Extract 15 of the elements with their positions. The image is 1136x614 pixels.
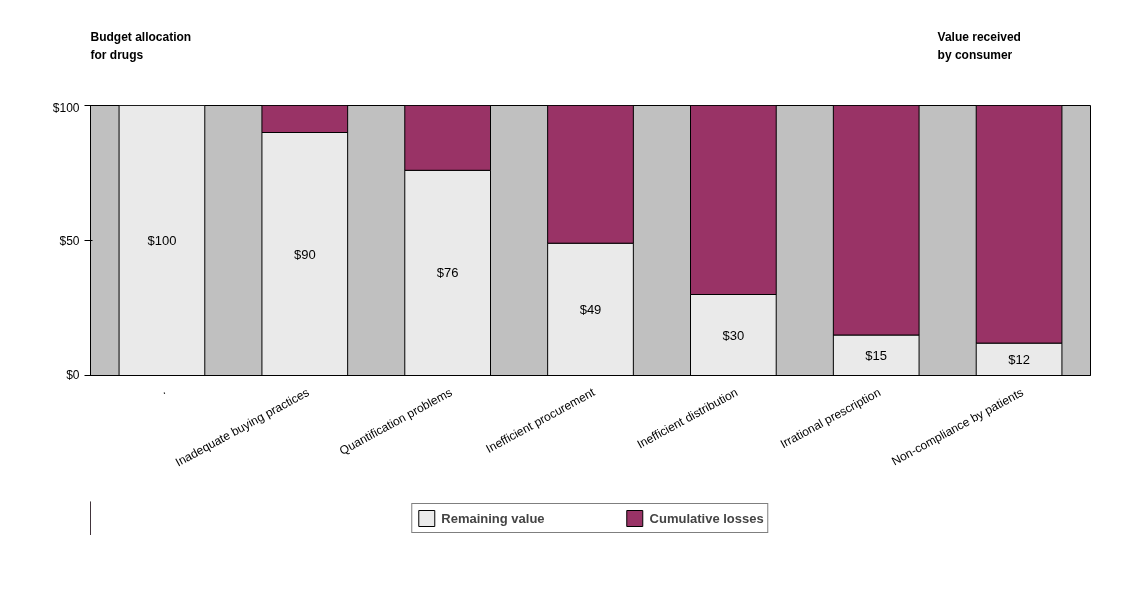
legend-label: Cumulative losses [649,510,764,526]
data-label: $90 [293,246,316,262]
data-label: $15 [865,347,888,363]
x-tick-label: . [158,383,168,398]
text: Value received by consumer [937,29,1021,63]
y-tick-label: $50 [59,233,80,248]
legend-label: Remaining value [441,510,545,526]
data-label: $49 [579,301,602,317]
data-label: $100 [147,233,177,248]
data-label: $76 [436,265,459,281]
y-tick-label: $100 [52,100,80,115]
data-label: $30 [722,327,745,343]
data-label: $12 [1008,351,1030,367]
y-tick-label: $0 [66,367,80,382]
text: Budget allocation for drugs [90,29,192,63]
